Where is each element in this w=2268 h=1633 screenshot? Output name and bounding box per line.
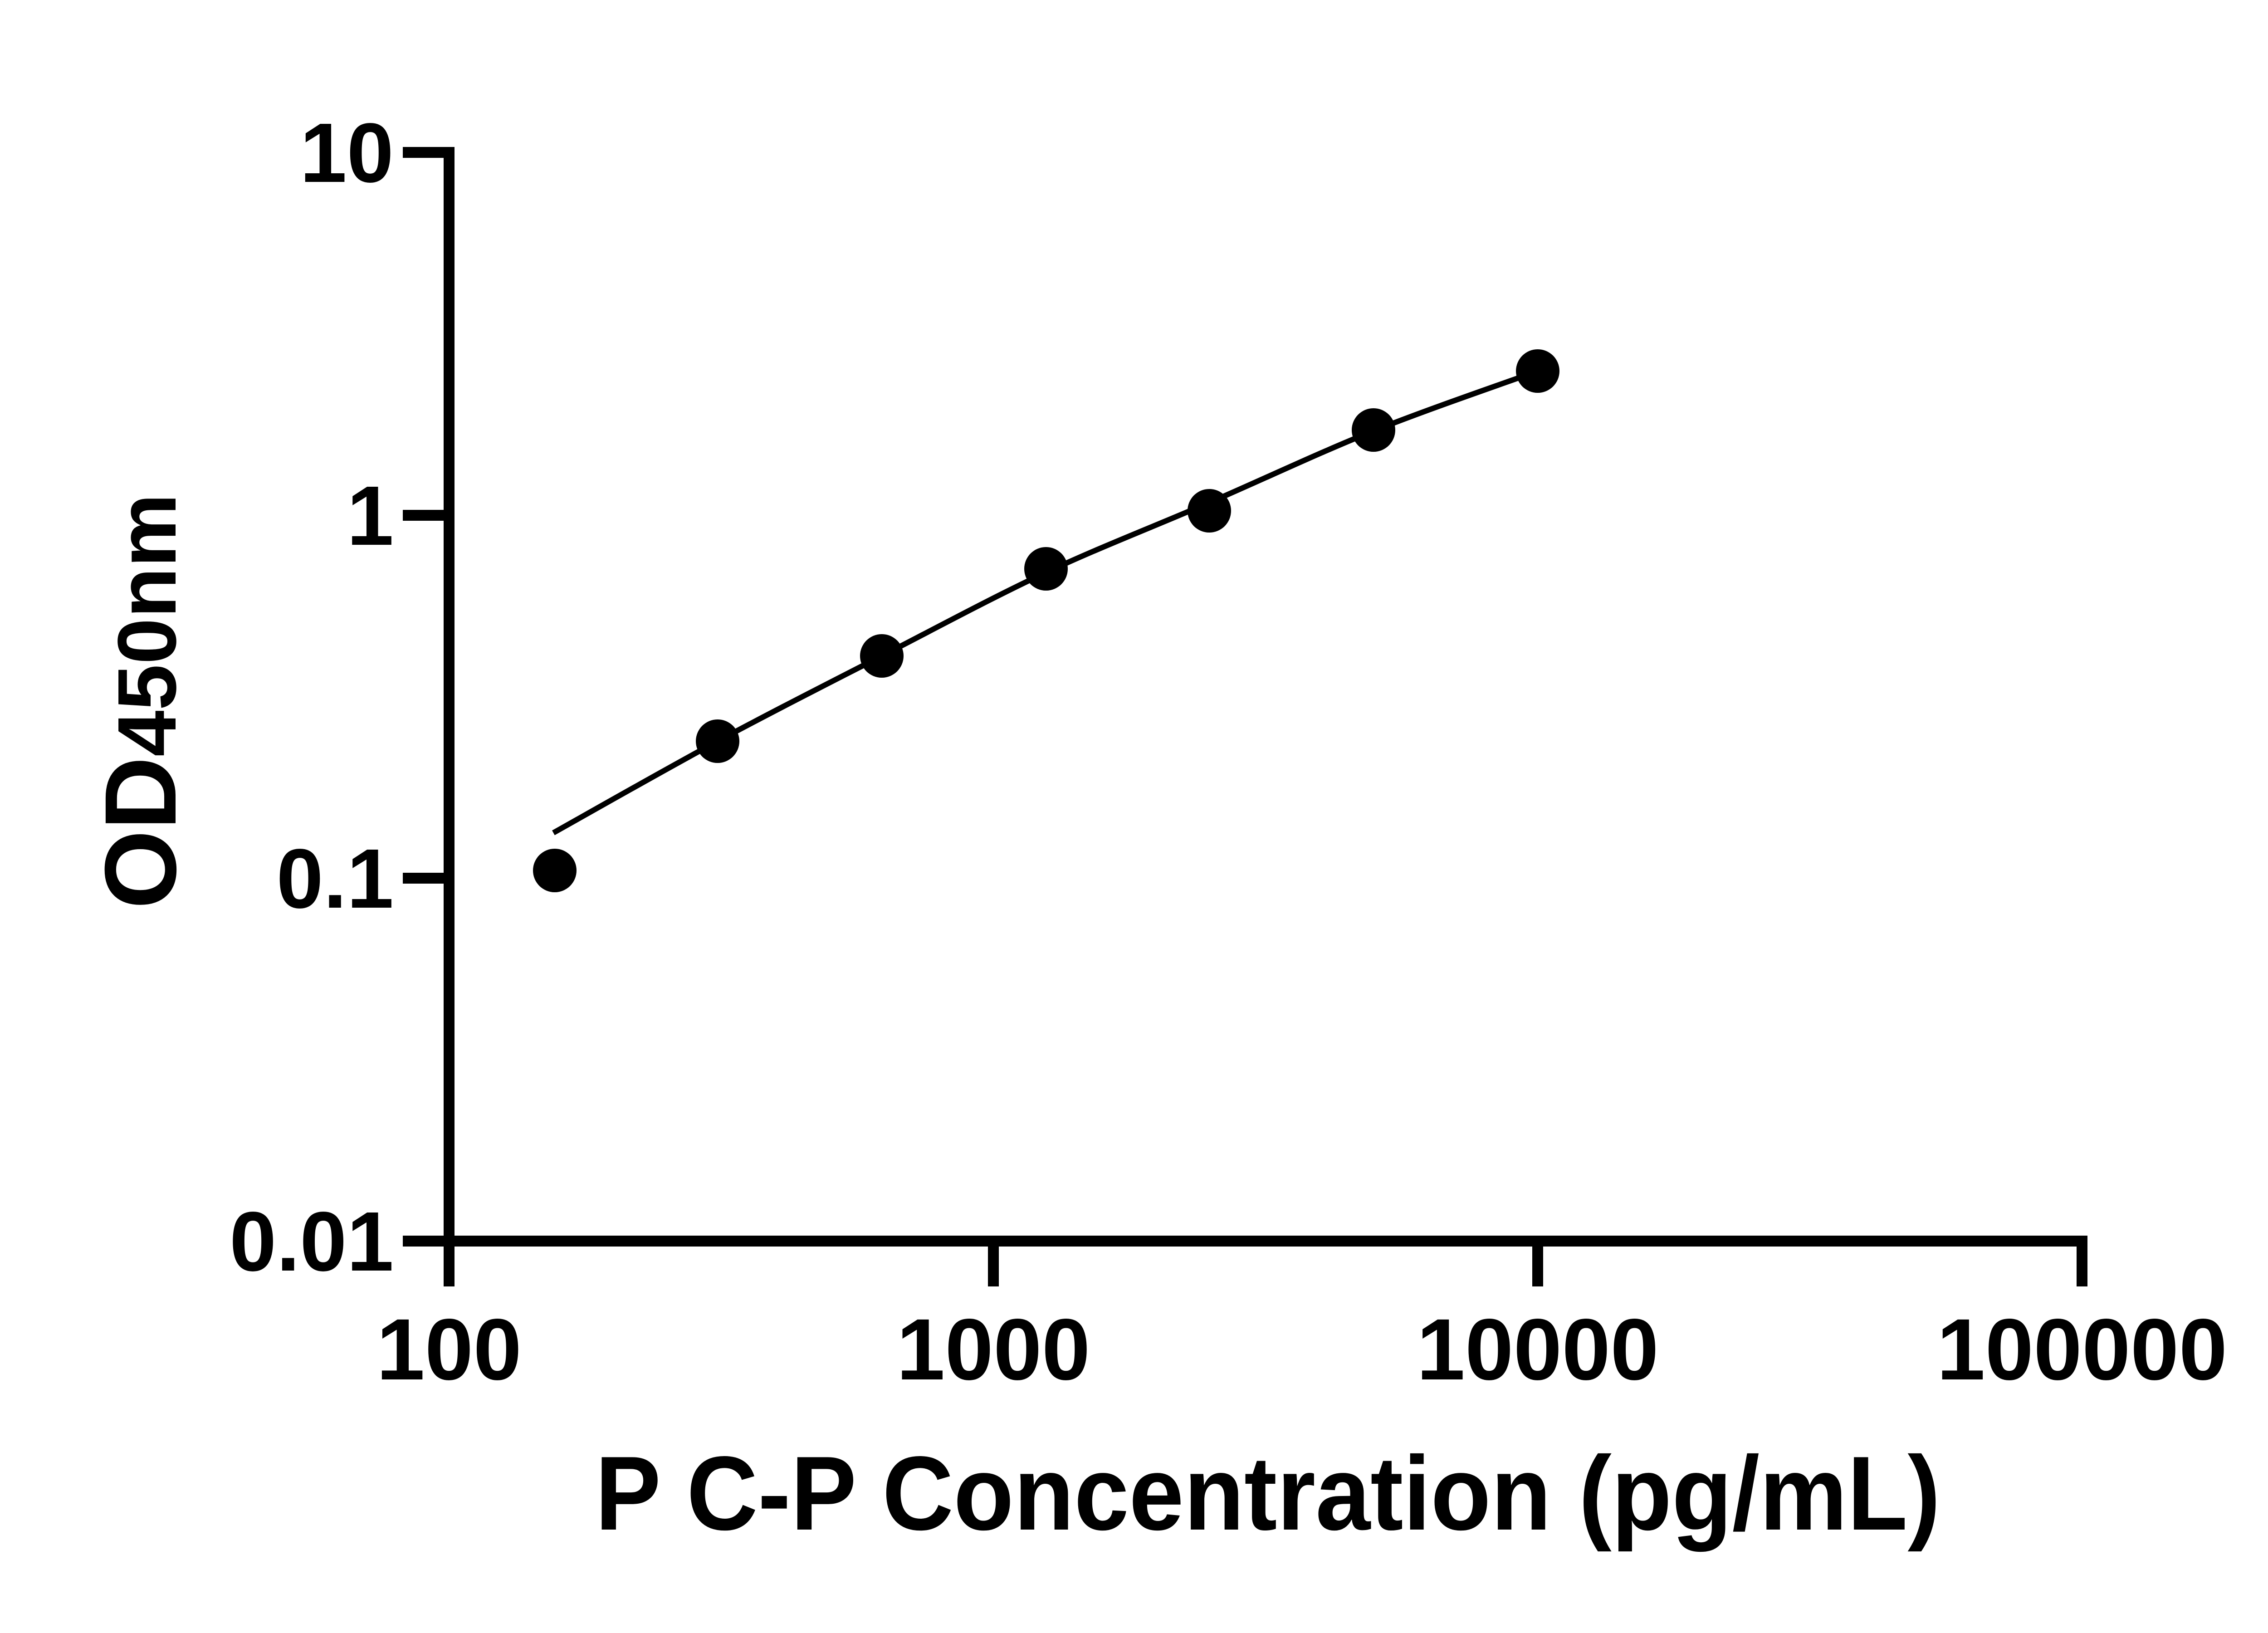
svg-text:P C-P Concentration (pg/mL): P C-P Concentration (pg/mL) [595,1435,1941,1552]
svg-text:100: 100 [376,1301,522,1398]
svg-text:0.01: 0.01 [230,1195,394,1289]
svg-text:10: 10 [300,106,394,200]
svg-text:OD450nm: OD450nm [84,494,197,909]
svg-text:100000: 100000 [1937,1301,2228,1398]
svg-text:1: 1 [347,469,394,563]
svg-text:1000: 1000 [896,1301,1090,1398]
svg-text:10000: 10000 [1417,1301,1659,1398]
svg-text:0.1: 0.1 [276,832,394,926]
